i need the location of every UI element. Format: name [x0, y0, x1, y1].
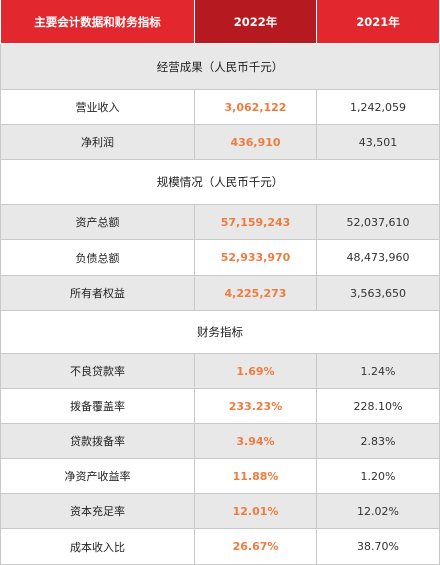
section-title-financial-indicators: 财务指标	[0, 311, 440, 354]
section-title-row: 经营成果（人民币千元）	[0, 44, 440, 90]
table-row: 不良贷款率 1.69% 1.24%	[0, 354, 440, 389]
value-2021: 12.02%	[317, 494, 440, 529]
value-2022: 26.67%	[195, 529, 317, 565]
value-2022: 57,159,243	[195, 205, 317, 240]
value-2022: 11.88%	[195, 459, 317, 494]
value-2021: 2.83%	[317, 424, 440, 459]
section-title-operating-results: 经营成果（人民币千元）	[0, 44, 440, 90]
table-row: 负债总额 52,933,970 48,473,960	[0, 240, 440, 276]
row-label: 负债总额	[0, 240, 195, 276]
row-label: 资本充足率	[0, 494, 195, 529]
value-2022: 233.23%	[195, 389, 317, 424]
value-2021: 52,037,610	[317, 205, 440, 240]
row-label: 营业收入	[0, 90, 195, 125]
value-2022: 1.69%	[195, 354, 317, 389]
table-row: 贷款拨备率 3.94% 2.83%	[0, 424, 440, 459]
value-2021: 43,501	[317, 125, 440, 160]
value-2021: 38.70%	[317, 529, 440, 565]
section-title-row: 规模情况（人民币千元）	[0, 160, 440, 205]
table-row: 营业收入 3,062,122 1,242,059	[0, 90, 440, 125]
row-label: 成本收入比	[0, 529, 195, 565]
table-row: 拨备覆盖率 233.23% 228.10%	[0, 389, 440, 424]
value-2021: 228.10%	[317, 389, 440, 424]
value-2022: 12.01%	[195, 494, 317, 529]
row-label: 贷款拨备率	[0, 424, 195, 459]
row-label: 所有者权益	[0, 276, 195, 311]
row-label: 资产总额	[0, 205, 195, 240]
header-indicator-label: 主要会计数据和财务指标	[0, 0, 195, 44]
value-2022: 3.94%	[195, 424, 317, 459]
value-2022: 4,225,273	[195, 276, 317, 311]
value-2021: 48,473,960	[317, 240, 440, 276]
section-title-row: 财务指标	[0, 311, 440, 354]
table-row: 所有者权益 4,225,273 3,563,650	[0, 276, 440, 311]
table-row: 净利润 436,910 43,501	[0, 125, 440, 160]
table-row: 资本充足率 12.01% 12.02%	[0, 494, 440, 529]
table-row: 净资产收益率 11.88% 1.20%	[0, 459, 440, 494]
table-row: 成本收入比 26.67% 38.70%	[0, 529, 440, 565]
value-2021: 3,563,650	[317, 276, 440, 311]
header-2022: 2022年	[195, 0, 317, 44]
table-header-row: 主要会计数据和财务指标 2022年 2021年	[0, 0, 440, 44]
row-label: 净利润	[0, 125, 195, 160]
header-2021: 2021年	[317, 0, 440, 44]
value-2022: 3,062,122	[195, 90, 317, 125]
row-label: 净资产收益率	[0, 459, 195, 494]
value-2022: 436,910	[195, 125, 317, 160]
row-label: 拨备覆盖率	[0, 389, 195, 424]
section-title-scale: 规模情况（人民币千元）	[0, 160, 440, 205]
value-2021: 1.24%	[317, 354, 440, 389]
value-2021: 1,242,059	[317, 90, 440, 125]
table-row: 资产总额 57,159,243 52,037,610	[0, 205, 440, 240]
value-2022: 52,933,970	[195, 240, 317, 276]
row-label: 不良贷款率	[0, 354, 195, 389]
value-2021: 1.20%	[317, 459, 440, 494]
